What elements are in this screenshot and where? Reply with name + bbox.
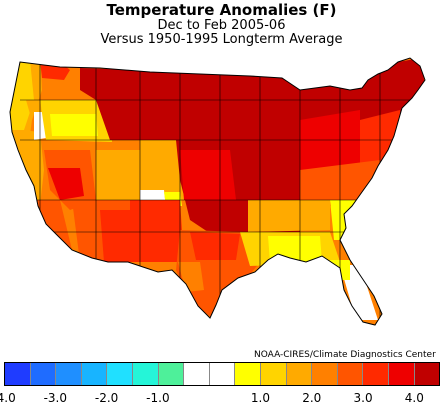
color-swatch xyxy=(106,363,132,385)
color-swatch xyxy=(208,363,235,385)
scale-tick-label: -3.0 xyxy=(43,391,67,405)
color-swatch xyxy=(311,363,337,385)
color-swatch xyxy=(413,363,440,385)
color-swatch xyxy=(336,363,363,385)
color-swatch xyxy=(55,363,81,385)
scale-tick-label: 2.0 xyxy=(302,391,322,405)
scale-tick-label: -4.0 xyxy=(0,391,16,405)
color-swatch xyxy=(285,363,312,385)
color-swatch xyxy=(80,363,107,385)
map-subtitle-period: Dec to Feb 2005-06 xyxy=(157,18,286,33)
color-swatch xyxy=(362,363,388,385)
us-climate-division-map xyxy=(9,57,426,326)
color-swatch xyxy=(234,363,260,385)
scale-tick-label: 3.0 xyxy=(353,391,373,405)
map-title: Temperature Anomalies (F) xyxy=(106,1,337,19)
color-swatch xyxy=(5,363,30,385)
color-scale-bar xyxy=(4,362,440,386)
color-swatch xyxy=(131,363,158,385)
color-swatch xyxy=(259,363,286,385)
color-swatch xyxy=(157,363,184,385)
scale-tick-label: -2.0 xyxy=(94,391,119,405)
color-swatch xyxy=(387,363,414,385)
color-swatch xyxy=(183,363,209,385)
scale-tick-label: 4.0 xyxy=(404,391,424,405)
scale-tick-label: -1.0 xyxy=(146,391,170,405)
us-outline xyxy=(9,57,426,326)
color-swatch xyxy=(29,363,56,385)
data-source-credit: NOAA-CIRES/Climate Diagnostics Center xyxy=(254,350,436,360)
scale-tick-label: 1.0 xyxy=(250,391,271,405)
map-subtitle-baseline: Versus 1950-1995 Longterm Average xyxy=(100,32,343,47)
